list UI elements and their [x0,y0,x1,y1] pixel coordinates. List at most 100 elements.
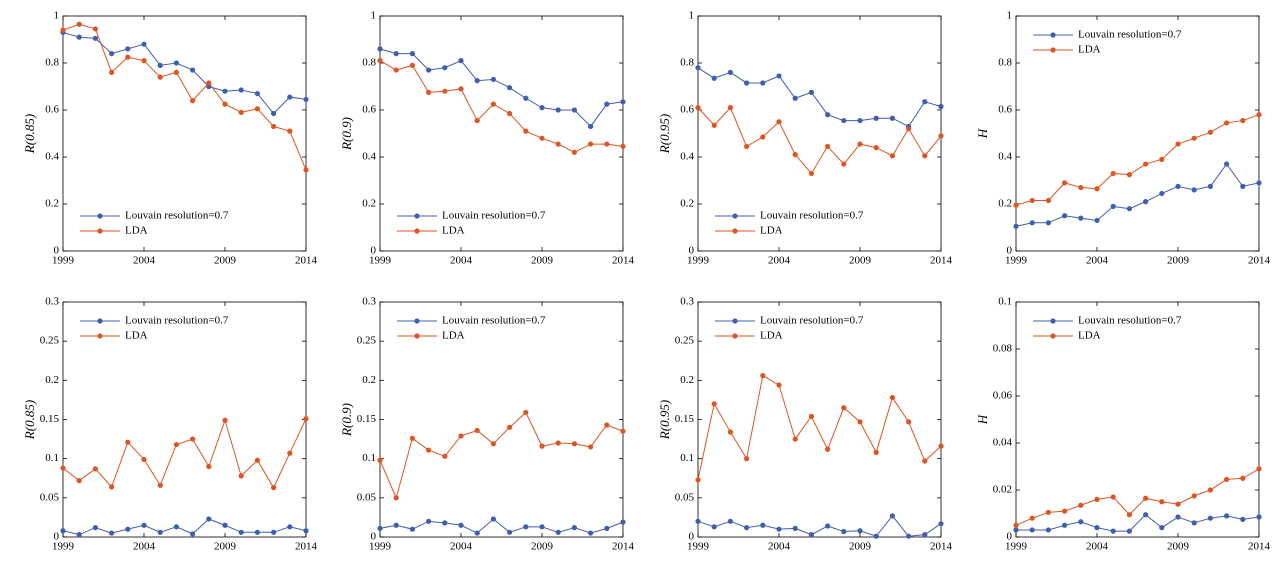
data-point [873,449,879,455]
data-point [523,409,529,416]
data-point [873,115,879,121]
data-point [442,520,448,526]
series-line [1015,468,1260,526]
legend-label: LDA [442,330,465,342]
legend-marker [732,333,738,339]
data-point [60,528,66,534]
data-point [744,80,750,86]
data-point [141,41,147,47]
data-point [1094,186,1100,192]
data-point [808,532,815,538]
data-point [857,528,863,534]
y-tick-label: 1 [371,10,377,22]
data-point [1175,514,1181,520]
y-tick-label: 0.2 [45,198,59,210]
data-point [808,170,815,177]
x-tick-label: 1999 [369,255,392,267]
y-tick-label: 0.6 [45,104,59,116]
y-tick-label: 0.4 [45,151,59,163]
data-point [906,533,912,539]
legend-marker [414,318,420,324]
data-point [825,446,831,452]
data-point [555,440,561,446]
data-point [303,416,309,422]
data-point [1191,135,1197,141]
data-point [711,122,717,128]
y-tick-label: 1 [1007,10,1013,22]
series-line [62,23,307,171]
data-point [695,65,701,71]
data-point [857,419,863,425]
legend-label: Louvain resolution=0.7 [760,315,864,327]
data-point [938,103,944,110]
plot-frame [379,15,624,252]
data-point [555,141,561,147]
data-point [555,107,561,113]
panel: 0 0.05 0.1 0.15 0.2 0.25 0.3 1999 2004 2009 2014 R(… [657,296,953,553]
data-point [539,105,545,111]
data-point [109,69,115,75]
legend-label: Louvain resolution=0.7 [1078,315,1182,327]
y-tick-label: 0.1 [45,452,59,464]
y-axis-label: R(0.95) [657,114,672,154]
data-point [1078,502,1084,508]
data-point [377,46,383,52]
data-point [1207,515,1213,521]
x-tick-label: 2009 [849,255,872,267]
y-tick-label: 0 [371,245,377,257]
data-point [1110,494,1116,500]
y-tick-label: 0.1 [998,296,1012,308]
y-tick-label: 1 [54,10,60,22]
series-line [62,31,307,115]
series-line [697,67,942,128]
data-point [620,428,626,434]
y-tick-label: 0.08 [993,343,1013,355]
y-tick-label: 0.2 [45,374,59,386]
data-point [92,525,98,531]
legend-marker [97,213,103,219]
legend-label: LDA [760,330,783,342]
y-tick-label: 0.06 [993,390,1013,402]
data-point [1029,527,1035,533]
legend-label: Louvain resolution=0.7 [442,210,546,222]
data-point [60,465,66,471]
y-tick-label: 0.3 [680,296,694,308]
data-point [1094,217,1100,224]
data-point [157,62,163,68]
data-point [190,436,196,442]
data-point [222,522,228,528]
data-point [1224,120,1230,126]
y-tick-label: 0.1 [680,452,694,464]
data-point [125,46,131,52]
data-point [571,107,578,113]
data-point [206,80,212,86]
data-point [1143,161,1149,167]
y-tick-label: 0.8 [45,57,59,69]
legend-marker [1050,32,1056,38]
data-point [825,112,831,118]
x-tick-label: 2014 [1248,255,1271,267]
data-point [287,94,293,100]
plot-frame [62,15,307,252]
plot-frame [1015,15,1260,252]
data-point [442,88,448,94]
data-point [206,516,212,522]
data-point [238,529,244,535]
data-point [1078,215,1084,221]
legend-label: Louvain resolution=0.7 [442,315,546,327]
data-point [1045,220,1051,226]
data-point [889,115,896,121]
data-point [426,89,432,95]
legend-marker [1050,47,1056,53]
y-axis-label: R(0.9) [339,117,354,151]
data-point [620,143,626,150]
data-point [287,450,293,456]
data-point [60,27,66,33]
data-point [141,58,147,64]
data-point [1256,514,1262,520]
data-point [458,86,464,92]
y-tick-label: 0.15 [357,413,377,425]
data-point [1224,513,1230,519]
data-point [792,95,798,101]
